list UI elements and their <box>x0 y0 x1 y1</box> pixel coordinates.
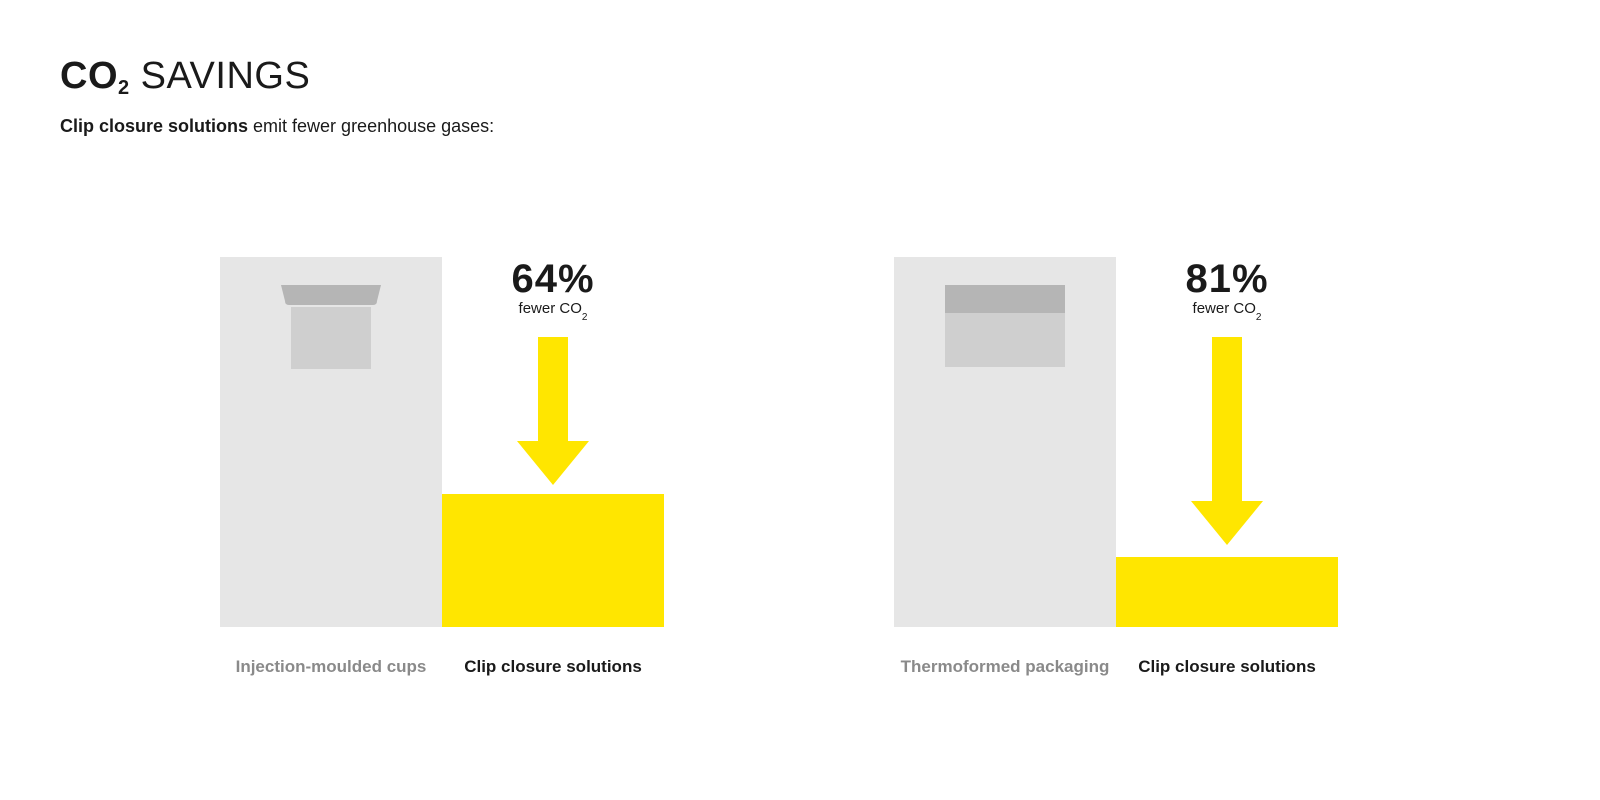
grey-bar-col <box>220 257 442 627</box>
fewer-text: fewer CO2 <box>511 300 594 320</box>
pct-label: 81% fewer CO2 <box>1185 257 1268 320</box>
labels-row: Thermoformed packaging Clip closure solu… <box>894 657 1338 677</box>
subtitle-bold: Clip closure solutions <box>60 116 248 136</box>
grey-bar-label: Thermoformed packaging <box>894 657 1116 677</box>
fewer-text: fewer CO2 <box>1185 300 1268 320</box>
charts-container: 64% fewer CO2 Injection-moulded cups Cli… <box>60 257 1540 677</box>
tray-icon <box>945 285 1065 372</box>
yellow-bar <box>1116 557 1338 627</box>
yellow-bar-label: Clip closure solutions <box>1116 657 1338 677</box>
yellow-bar-col: 81% fewer CO2 <box>1116 257 1338 627</box>
page-title: CO2 SAVINGS <box>60 55 1540 98</box>
grey-bar-label: Injection-moulded cups <box>220 657 442 677</box>
arrow-svg <box>517 337 589 485</box>
grey-bar-col <box>894 257 1116 627</box>
subtitle-rest: emit fewer greenhouse gases: <box>248 116 494 136</box>
down-arrow-icon <box>517 337 589 490</box>
chart-thermoformed: 81% fewer CO2 Thermoformed packaging Cli… <box>894 257 1338 677</box>
chart-injection: 64% fewer CO2 Injection-moulded cups Cli… <box>220 257 664 677</box>
title-sub: 2 <box>118 77 130 99</box>
pct-value: 81% <box>1185 257 1268 302</box>
yellow-bar-col: 64% fewer CO2 <box>442 257 664 627</box>
yellow-bar-label: Clip closure solutions <box>442 657 664 677</box>
bars-row: 81% fewer CO2 <box>894 257 1338 627</box>
title-rest: SAVINGS <box>130 55 311 97</box>
pct-value: 64% <box>511 257 594 302</box>
down-arrow-icon <box>1191 337 1263 550</box>
title-bold: CO <box>60 55 118 97</box>
pct-label: 64% fewer CO2 <box>511 257 594 320</box>
labels-row: Injection-moulded cups Clip closure solu… <box>220 657 664 677</box>
arrow-svg <box>1191 337 1263 545</box>
bars-row: 64% fewer CO2 <box>220 257 664 627</box>
subtitle: Clip closure solutions emit fewer greenh… <box>60 116 1540 137</box>
cup-icon <box>281 285 381 374</box>
yellow-bar <box>442 494 664 627</box>
